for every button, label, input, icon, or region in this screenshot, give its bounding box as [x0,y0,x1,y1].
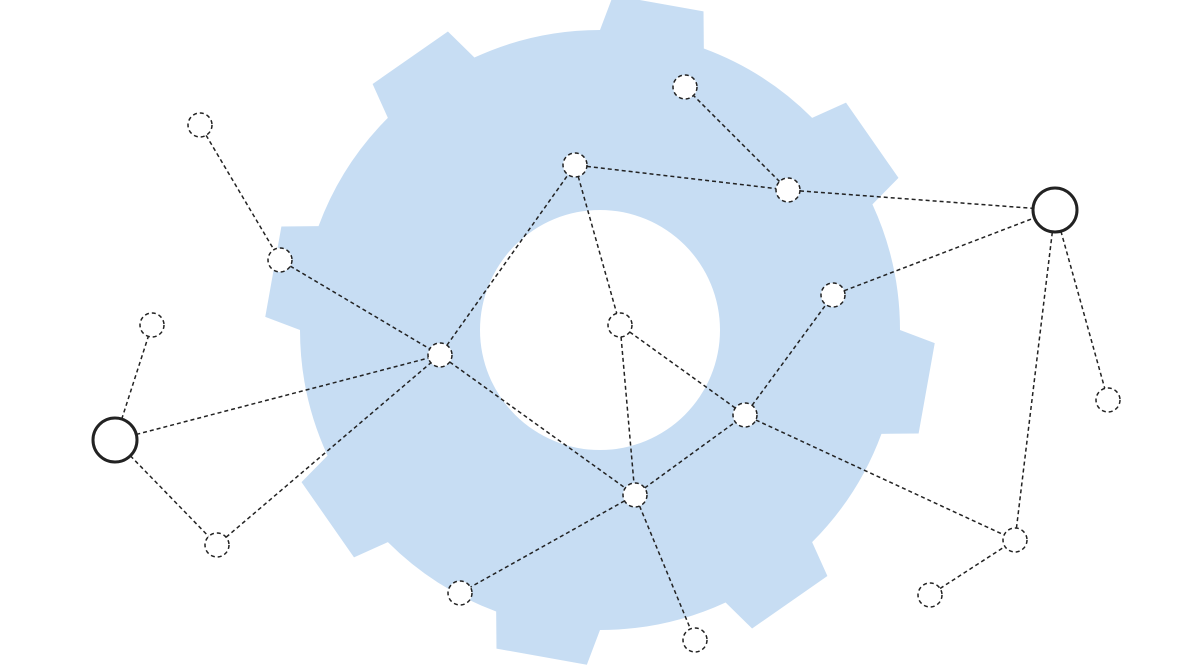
network-node [733,403,757,427]
network-node-highlight [93,418,137,462]
network-node [563,153,587,177]
network-node [428,343,452,367]
network-node [1096,388,1120,412]
network-node [1003,528,1027,552]
network-node [673,75,697,99]
network-node [205,533,229,557]
network-node [918,583,942,607]
network-node [776,178,800,202]
network-node [608,313,632,337]
network-edge [940,547,1005,589]
gear-shape [265,0,934,665]
network-node [623,483,647,507]
network-node [448,581,472,605]
network-node [188,113,212,137]
network-node [140,313,164,337]
network-node-highlight [1033,188,1077,232]
network-node [683,628,707,652]
network-diagram [0,0,1200,666]
network-edge [1061,231,1105,388]
network-node [268,248,292,272]
gear-icon [265,0,934,665]
network-edge [130,456,208,537]
network-edge [206,135,274,249]
network-node [821,283,845,307]
network-edge [1016,232,1052,528]
network-edge [122,336,149,419]
